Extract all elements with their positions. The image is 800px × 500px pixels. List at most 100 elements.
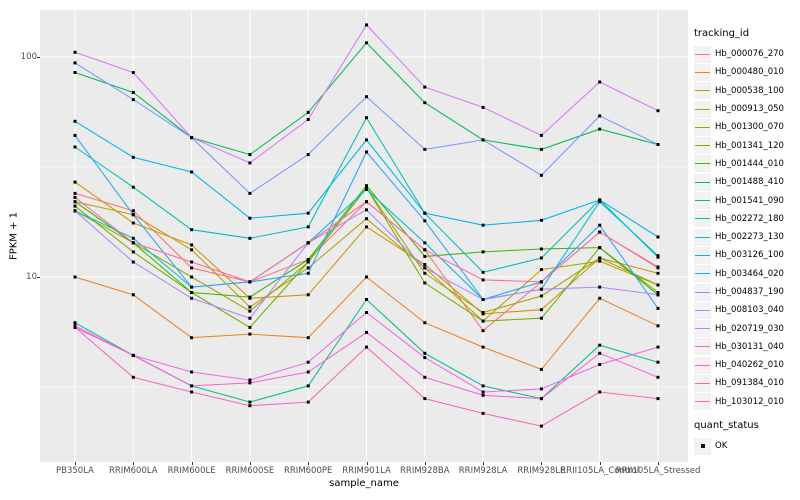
data-point: [306, 211, 310, 215]
data-point: [656, 306, 660, 310]
x-tick-mark: [75, 462, 76, 465]
data-point: [598, 127, 602, 131]
data-point: [131, 236, 135, 240]
data-point: [248, 191, 252, 195]
legend-key-line-icon: [694, 320, 711, 338]
data-point: [365, 23, 368, 27]
data-point: [481, 411, 485, 415]
plot-panel-svg: [40, 10, 688, 462]
x-tick-mark: [658, 462, 659, 465]
data-point: [481, 345, 485, 349]
y-axis-title: FPKM + 1: [8, 211, 20, 261]
x-tick-mark: [249, 462, 251, 465]
x-tick-mark: [599, 462, 601, 465]
data-point: [598, 259, 602, 263]
data-point: [423, 147, 427, 151]
legend-item: Hb_000480_010: [694, 63, 798, 81]
data-point: [423, 241, 427, 245]
ok-point-icon: [694, 437, 711, 455]
data-point: [306, 293, 310, 297]
legend-key-line-icon: [694, 63, 711, 81]
x-tick-mark: [133, 462, 135, 465]
data-point: [481, 393, 485, 397]
data-point: [365, 138, 368, 142]
data-point: [539, 424, 543, 428]
data-point: [248, 280, 252, 284]
data-point: [73, 61, 77, 65]
data-point: [539, 256, 543, 260]
data-point: [539, 173, 543, 177]
legend-item-label: Hb_000076_270: [715, 49, 784, 60]
data-point: [190, 275, 194, 279]
data-point: [73, 71, 77, 74]
data-point: [598, 80, 602, 84]
data-point: [481, 298, 485, 301]
x-tick-label: RRIM928BA: [400, 466, 450, 476]
data-point: [190, 170, 194, 174]
data-point: [365, 298, 368, 301]
data-point: [365, 345, 368, 349]
legend-item-label: Hb_040262_010: [715, 360, 784, 371]
legend-item: Hb_002273_130: [694, 228, 798, 246]
data-point: [248, 381, 252, 385]
data-point: [248, 153, 252, 157]
data-point: [656, 293, 660, 297]
data-point: [423, 375, 427, 379]
data-point: [598, 246, 602, 250]
data-point: [306, 118, 310, 121]
legend-key-line-icon: [694, 228, 711, 246]
legend-item-label: Hb_020719_030: [715, 323, 784, 334]
legend-item-label: Hb_001444_010: [715, 158, 784, 169]
legend: tracking_id Hb_000076_270 Hb_000480_010 Hb…: [694, 28, 798, 455]
legend-key-line-icon: [694, 192, 711, 210]
data-point: [131, 375, 135, 379]
data-point: [598, 198, 602, 202]
legend-item-label: Hb_003126_100: [715, 250, 784, 261]
data-point: [481, 270, 485, 274]
data-point: [423, 85, 427, 89]
legend-key-line-icon: [694, 173, 711, 191]
legend-key-line-icon: [694, 100, 711, 118]
legend-item-label: Hb_030131_040: [715, 341, 784, 352]
data-point: [423, 219, 427, 223]
legend-item-label: Hb_002273_130: [715, 232, 784, 243]
data-point: [481, 384, 485, 388]
data-point: [423, 271, 427, 275]
data-point: [365, 275, 368, 279]
data-point: [481, 311, 485, 314]
data-point: [131, 353, 135, 357]
data-point: [306, 360, 310, 364]
legend-item: Hb_103012_010: [694, 393, 798, 411]
data-point: [306, 260, 310, 264]
legend-key-line-icon: [694, 246, 711, 264]
x-tick-label: RRII105LA_Control: [560, 466, 640, 476]
data-point: [248, 404, 252, 408]
data-point: [306, 271, 310, 275]
legend-item-label: Hb_001300_070: [715, 122, 784, 133]
legend-item-label: Hb_003464_020: [715, 268, 784, 279]
data-point: [423, 254, 427, 258]
legend-item: Hb_003464_020: [694, 265, 798, 283]
data-point: [248, 400, 252, 404]
legend-key-line-icon: [694, 265, 711, 283]
plot-panel: [40, 10, 688, 462]
x-tick-mark: [424, 462, 426, 465]
data-point: [598, 343, 602, 347]
data-point: [423, 248, 427, 252]
data-point: [598, 230, 602, 234]
data-point: [73, 275, 77, 279]
data-point: [306, 258, 310, 262]
data-point: [190, 248, 194, 252]
data-point: [365, 208, 368, 212]
data-point: [539, 268, 543, 272]
legend-item: Hb_008103_040: [694, 301, 798, 319]
x-tick-label: RRIM928LA: [458, 466, 508, 476]
data-point: [656, 345, 660, 349]
legend-item: Hb_000913_050: [694, 100, 798, 118]
data-point: [539, 287, 543, 291]
data-point: [423, 266, 427, 270]
data-point: [539, 397, 543, 401]
legend-key-line-icon: [694, 301, 711, 319]
data-point: [365, 150, 368, 154]
x-tick-label: RRIM928LE: [517, 466, 566, 476]
